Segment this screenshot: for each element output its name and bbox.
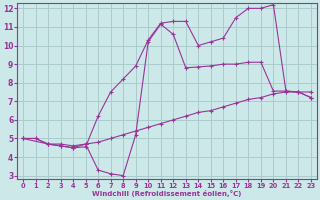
X-axis label: Windchill (Refroidissement éolien,°C): Windchill (Refroidissement éolien,°C)	[92, 190, 242, 197]
